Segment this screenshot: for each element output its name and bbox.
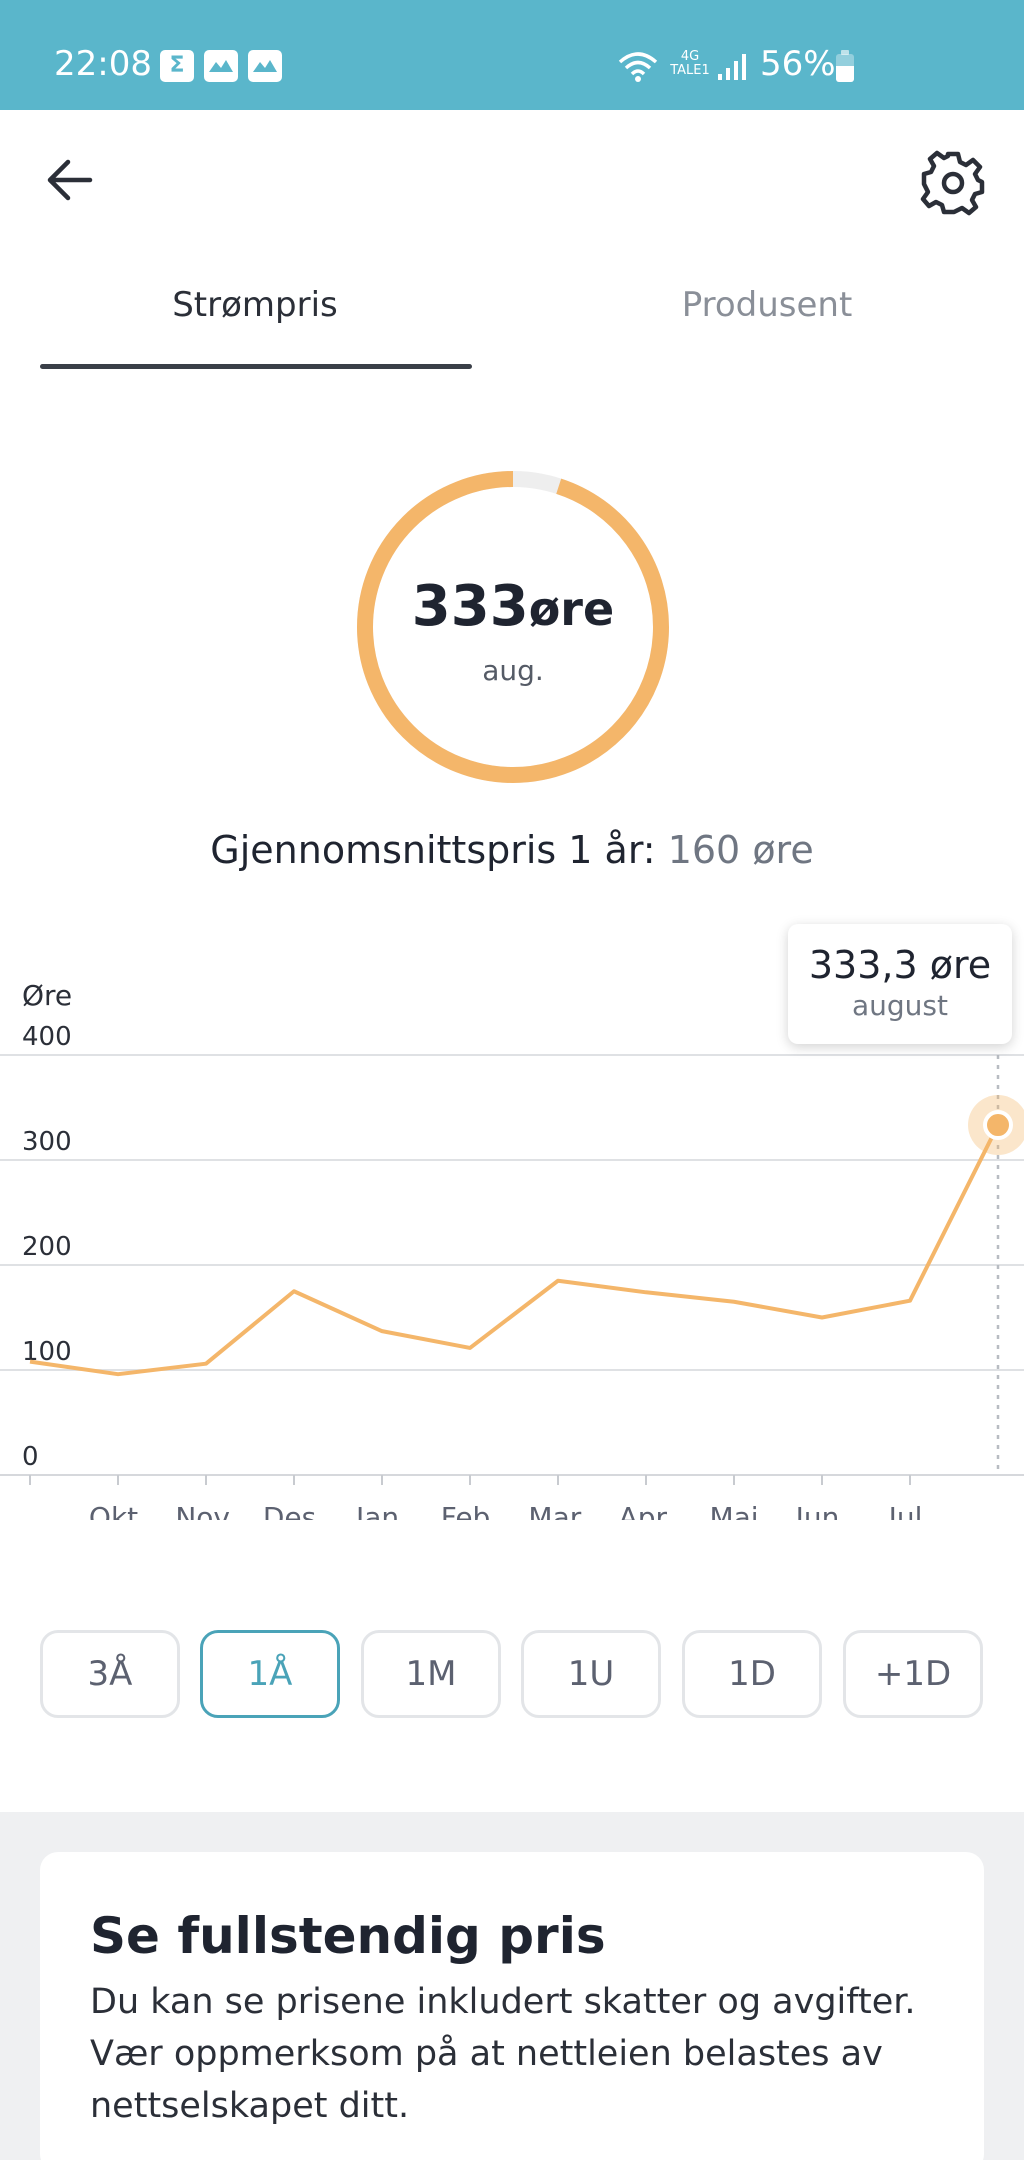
series-line — [29, 1124, 1000, 1377]
network-label: 4G — [680, 49, 700, 64]
x-tick-label: Feb. — [441, 1501, 499, 1520]
y-tick-label: 300 — [22, 1127, 72, 1157]
x-tick-label: Des. — [263, 1501, 325, 1520]
full-price-card[interactable] — [40, 1852, 984, 2160]
status-time: 22:08 — [54, 44, 152, 84]
y-tick-label: 400 — [22, 1022, 72, 1052]
status-bar: 22:08 Σ 4G TALE1 56% — [0, 0, 1024, 110]
arrow-left-icon — [47, 159, 93, 201]
chart-tooltip: 333,3 øre august — [788, 924, 1012, 1044]
battery-cap — [841, 50, 849, 55]
gear-icon — [920, 150, 985, 216]
network-sub-label: TALE1 — [670, 63, 710, 78]
battery-percent: 56% — [760, 44, 836, 84]
gauge-value: 333øre — [352, 572, 674, 644]
gauge-month: aug. — [482, 654, 544, 687]
gauge-unit: øre — [528, 582, 615, 636]
tab-produsent[interactable]: Produsent — [681, 285, 853, 325]
gauge-number: 333 — [411, 574, 529, 639]
average-value: 160 øre — [667, 828, 814, 872]
battery-fill — [836, 66, 854, 82]
range-1m-button[interactable]: 1M — [361, 1630, 501, 1718]
range-1w-button[interactable]: 1U — [521, 1630, 661, 1718]
range-1y-button[interactable]: 1Å — [200, 1630, 340, 1718]
y-axis-label: Øre — [22, 979, 72, 1012]
signal-icon — [716, 52, 750, 86]
settings-button[interactable] — [920, 150, 986, 216]
gauge-arc — [357, 471, 669, 783]
network-type: 4G TALE1 — [668, 50, 712, 78]
card-text: Du kan se prisene inkludert skatter og a… — [90, 1982, 916, 2126]
range-1d-button[interactable]: 1D — [682, 1630, 822, 1718]
x-tick-label: Okt. — [89, 1501, 147, 1520]
app-notification-icon — [248, 50, 282, 82]
tooltip-value: 333,3 øre — [808, 943, 992, 987]
sigma-icon: Σ — [160, 50, 194, 82]
x-tick-label: Nov. — [175, 1501, 236, 1520]
average-label: Gjennomsnittspris 1 år: — [210, 828, 656, 872]
range-next-day-button[interactable]: +1D — [843, 1630, 983, 1718]
price-gauge — [357, 471, 669, 783]
tooltip-month: august — [852, 989, 948, 1022]
x-tick-label: Apr. — [619, 1501, 674, 1520]
x-tick-label: Mai — [709, 1501, 758, 1520]
x-tick-label: Mar. — [528, 1501, 587, 1520]
y-tick-label: 0 — [22, 1442, 39, 1472]
highlight-point[interactable] — [983, 1110, 1013, 1141]
app-notification-icon — [204, 50, 238, 82]
battery-icon — [836, 54, 854, 82]
x-tick-label: Jun. — [794, 1501, 849, 1520]
average-price: Gjennomsnittspris 1 år: 160 øre — [0, 824, 1024, 876]
tab-strompris[interactable]: Strømpris — [172, 285, 338, 325]
tab-indicator — [40, 364, 472, 369]
wifi-icon — [618, 50, 658, 88]
x-tick-label: Jul. — [887, 1501, 932, 1520]
back-button[interactable] — [40, 150, 100, 210]
y-tick-label: 200 — [22, 1232, 72, 1262]
range-3y-button[interactable]: 3Å — [40, 1630, 180, 1718]
x-tick-label: Jan. — [354, 1501, 408, 1520]
card-title: Se fullstendig pris — [90, 1907, 606, 1965]
